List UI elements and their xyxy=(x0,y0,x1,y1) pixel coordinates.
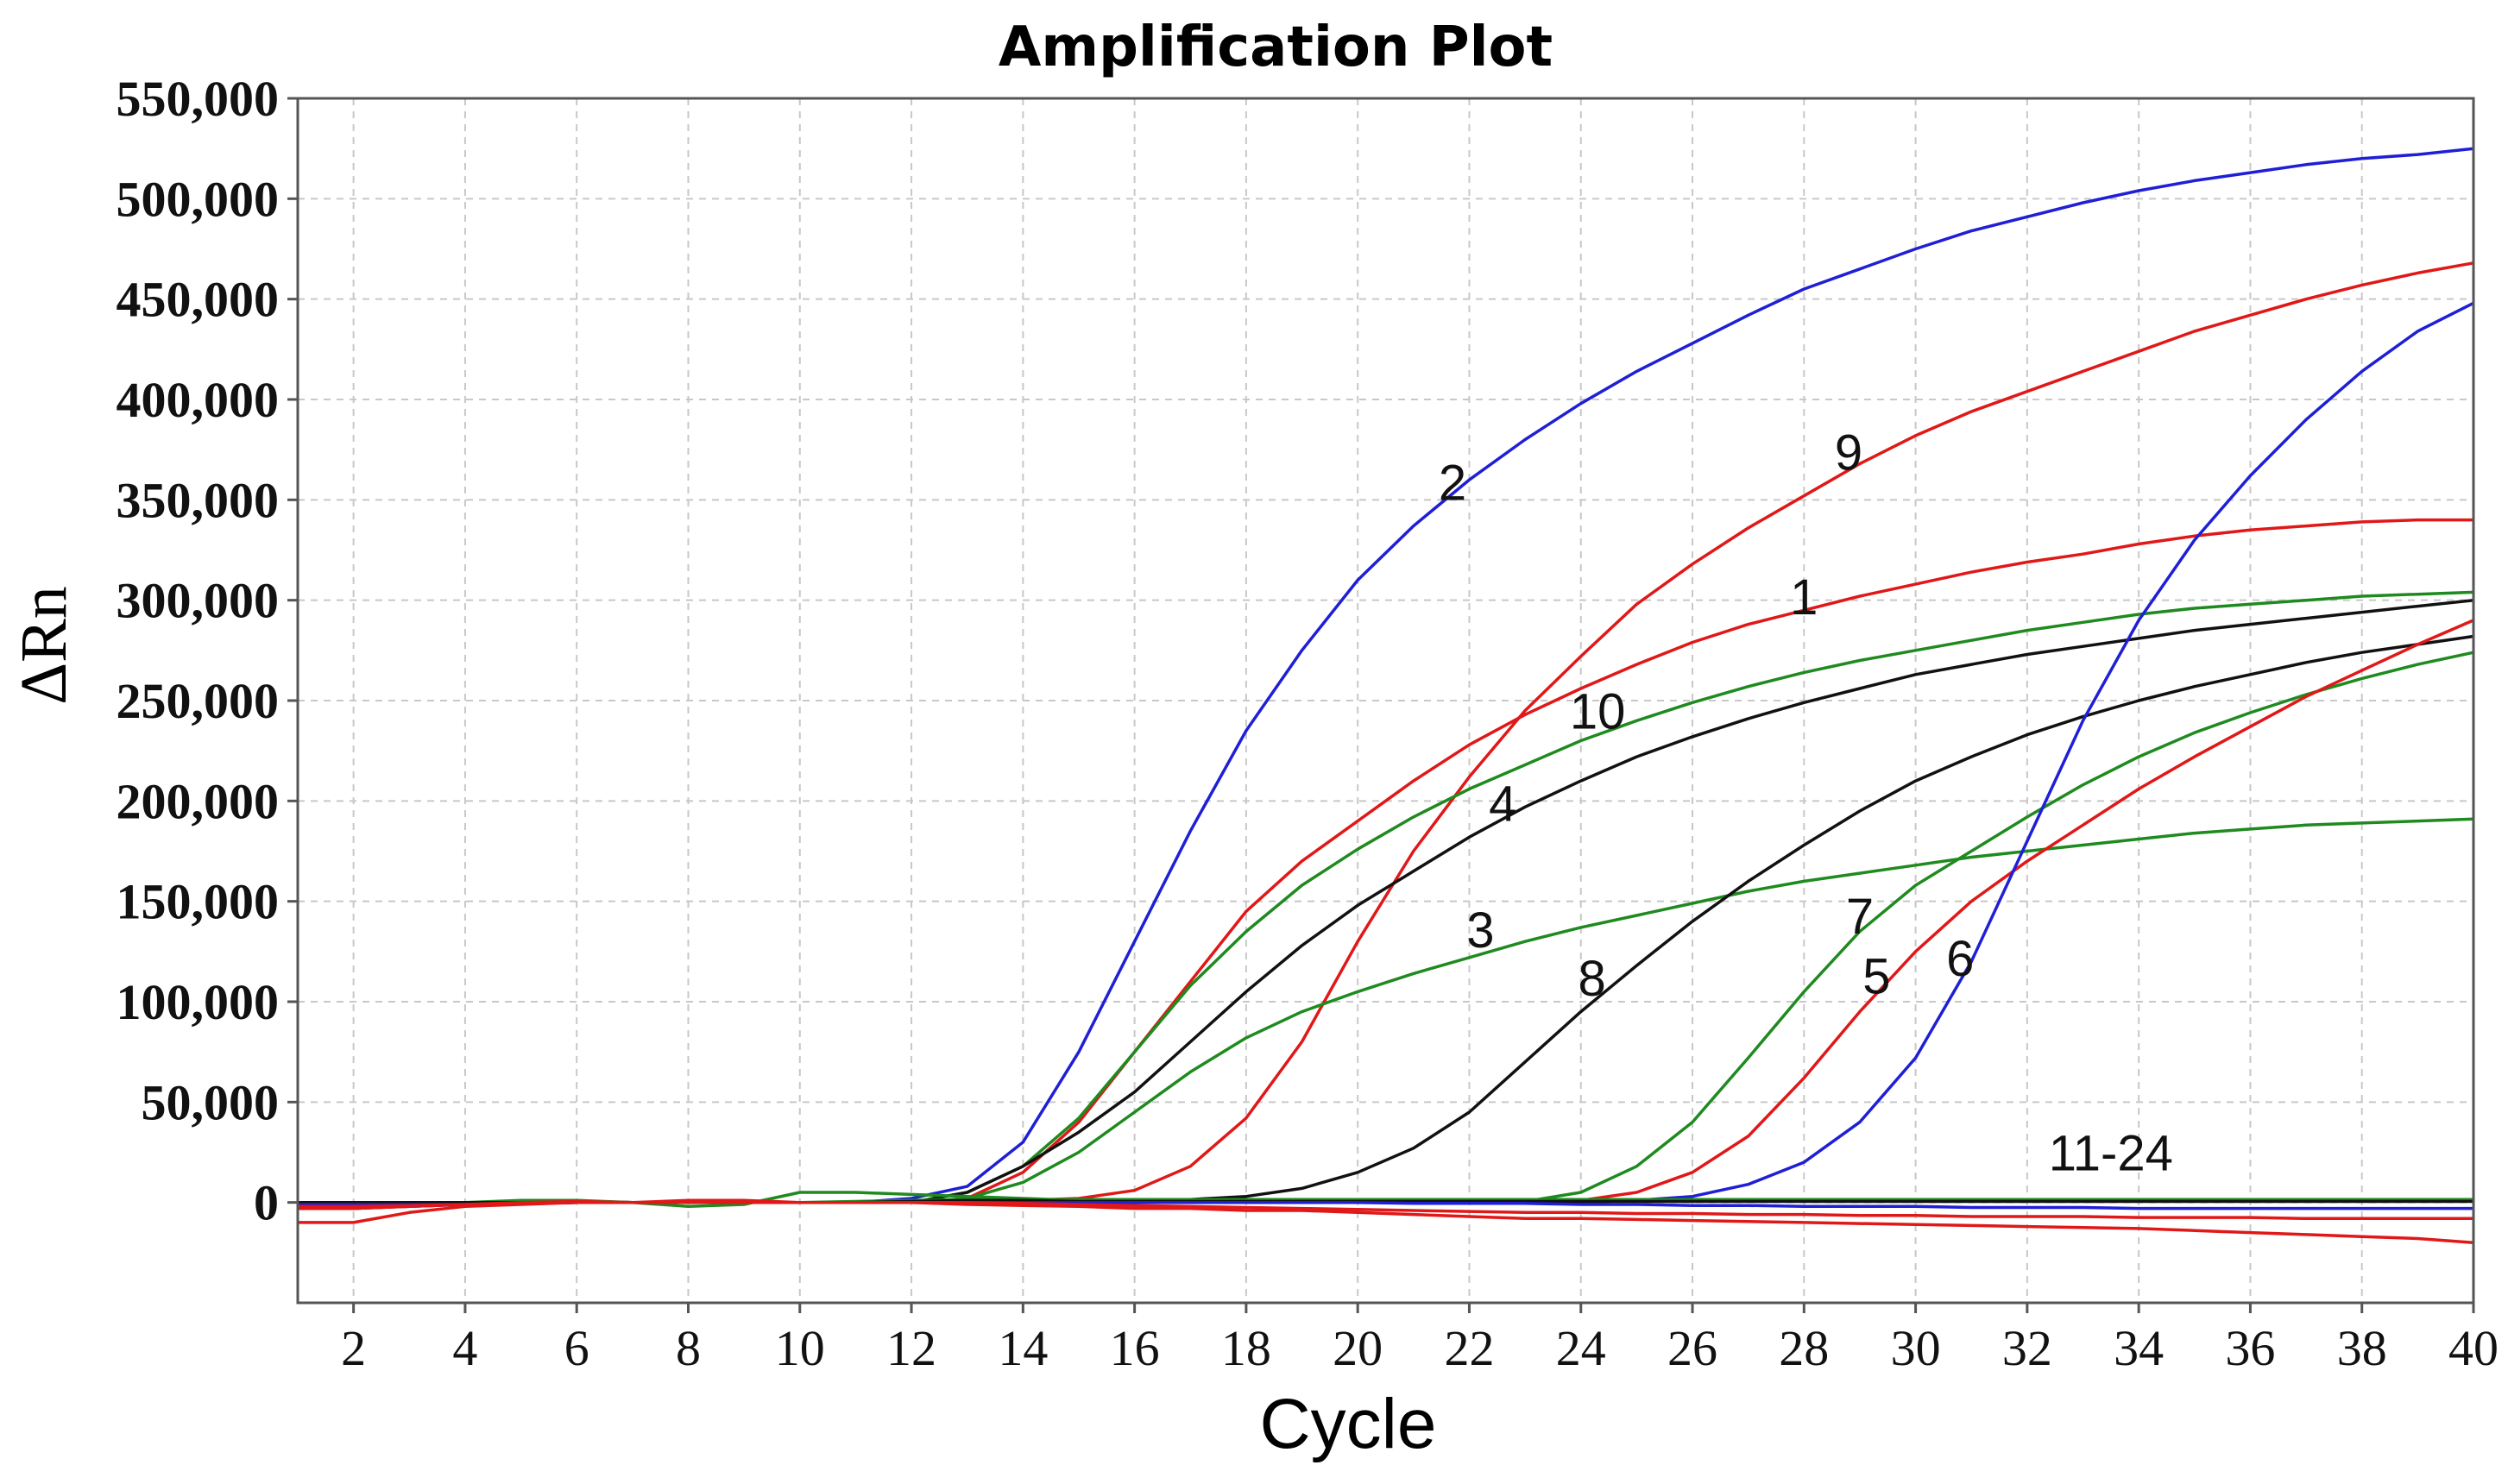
chart-title: Amplification Plot xyxy=(999,16,1553,79)
series-line-7 xyxy=(298,651,2474,1209)
curve-label-4: 4 xyxy=(1489,777,1516,833)
curve-label-6: 6 xyxy=(1946,931,1974,987)
x-tick-label: 2 xyxy=(341,1320,366,1376)
y-tick-label: 0 xyxy=(254,1175,279,1231)
x-tick-label: 38 xyxy=(2337,1320,2387,1376)
curve-label-9: 9 xyxy=(1835,424,1862,481)
x-tick-label: 26 xyxy=(1667,1320,1717,1376)
series-line-1 xyxy=(298,518,2473,1210)
x-tick-label: 8 xyxy=(676,1320,701,1376)
series-line-2 xyxy=(298,147,2474,1209)
series-line-4 xyxy=(298,598,2474,1206)
y-tick-label: 100,000 xyxy=(117,974,280,1030)
y-tick-label: 300,000 xyxy=(117,573,280,629)
x-tick-label: 18 xyxy=(1221,1320,1271,1376)
y-tick-label: 250,000 xyxy=(117,673,280,729)
curve-label-11-24: 11-24 xyxy=(2049,1125,2173,1181)
x-tick-label: 20 xyxy=(1333,1320,1383,1376)
series-line-8 xyxy=(298,634,2474,1206)
series-line-10 xyxy=(298,590,2474,1209)
x-tick-label: 40 xyxy=(2448,1320,2499,1376)
x-tick-label: 10 xyxy=(775,1320,825,1376)
y-tick-label: 50,000 xyxy=(142,1074,280,1130)
x-tick-label: 34 xyxy=(2114,1320,2164,1376)
curve-label-5: 5 xyxy=(1862,949,1890,1005)
x-tick-label: 6 xyxy=(564,1320,589,1376)
x-tick-label: 32 xyxy=(2002,1320,2052,1376)
curve-label-10: 10 xyxy=(1570,684,1626,740)
series-layer xyxy=(298,147,2474,1244)
y-tick-label: 450,000 xyxy=(117,272,280,328)
x-axis-label: Cycle xyxy=(1259,1385,1436,1463)
curve-label-3: 3 xyxy=(1466,902,1494,959)
x-tick-label: 36 xyxy=(2225,1320,2275,1376)
x-tick-label: 22 xyxy=(1444,1320,1494,1376)
x-tick-label: 14 xyxy=(998,1320,1048,1376)
curve-label-8: 8 xyxy=(1579,951,1606,1007)
series-line-11-24-f- xyxy=(298,1198,2474,1244)
series-line-5 xyxy=(298,619,2474,1210)
y-tick-label: 200,000 xyxy=(117,773,280,829)
y-tick-label: 400,000 xyxy=(117,372,280,428)
y-tick-label: 550,000 xyxy=(117,71,280,127)
ticks-layer: 2 4 6 8 10 12 14 16 18 20 22 24 26 28 30 32 34 36 38 40050,… xyxy=(117,71,2499,1376)
x-tick-label: 4 xyxy=(452,1320,477,1376)
grid-layer xyxy=(298,97,2474,1303)
x-tick-label: 24 xyxy=(1556,1320,1606,1376)
y-tick-label: 350,000 xyxy=(117,472,280,528)
x-tick-label: 30 xyxy=(1891,1320,1941,1376)
series-line-9 xyxy=(298,261,2474,1210)
x-tick-label: 16 xyxy=(1110,1320,1160,1376)
y-tick-label: 150,000 xyxy=(117,874,280,930)
curve-label-7: 7 xyxy=(1846,889,1874,945)
x-tick-label: 28 xyxy=(1779,1320,1829,1376)
y-tick-label: 500,000 xyxy=(117,171,280,227)
annotation-layer: 2 9 1 10 4 3 8 75 6 11-24 xyxy=(1439,424,2173,1181)
curve-label-1: 1 xyxy=(1790,569,1818,626)
curve-label-2: 2 xyxy=(1439,455,1466,511)
y-axis-label: ΔRn xyxy=(8,586,80,705)
x-tick-label: 12 xyxy=(886,1320,936,1376)
